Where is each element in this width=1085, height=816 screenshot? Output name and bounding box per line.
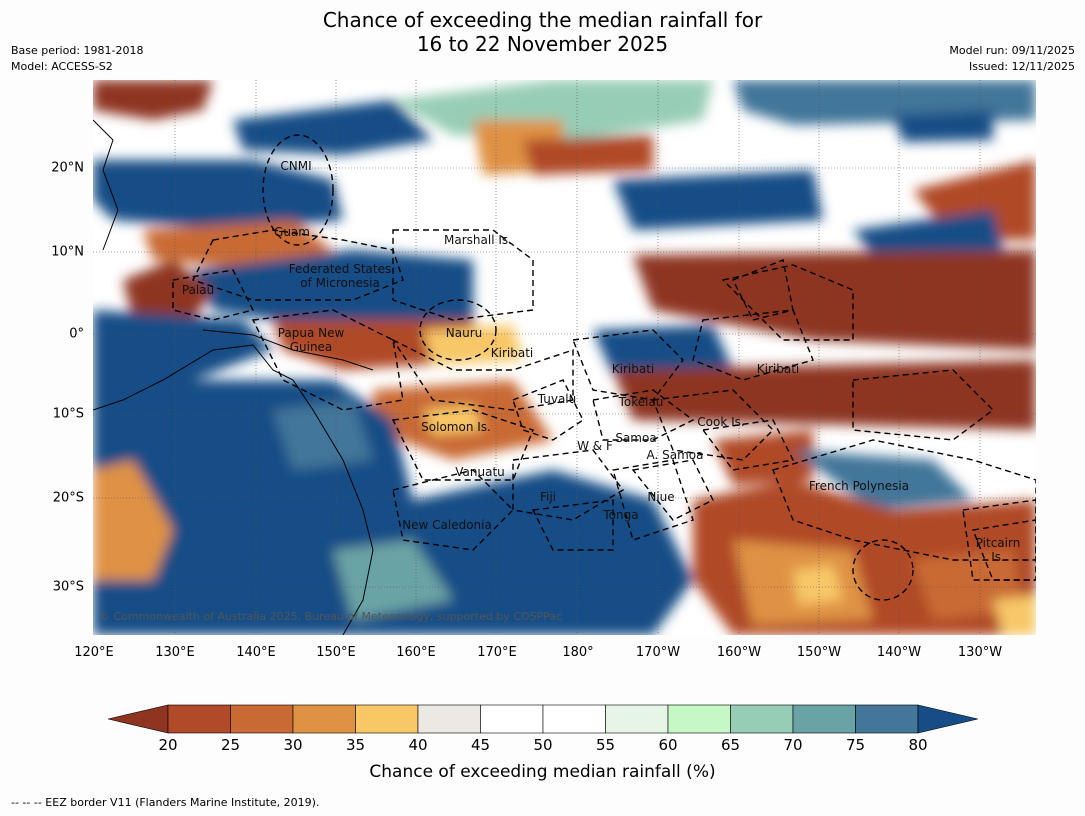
colorbar-segment (855, 704, 919, 734)
region-label: A. Samoa (646, 448, 704, 462)
colorbar-tick-label: 30 (283, 736, 303, 754)
map-title-line1: Chance of exceeding the median rainfall … (322, 8, 763, 32)
colorbar-extend-low (108, 704, 169, 734)
region-label: Kiribati (756, 362, 800, 376)
lon-label: 130°W (957, 645, 1003, 660)
model-name: Model: ACCESS-S2 (11, 60, 113, 73)
region-label: New Caledonia (402, 518, 492, 532)
region-label: Pitcairn Is. (975, 536, 1021, 564)
lat-label: 0° (69, 326, 84, 342)
lon-label: 150°E (316, 645, 356, 660)
colorbar-tick-label: 80 (908, 736, 928, 754)
lon-label: 180° (562, 645, 594, 660)
region-label: Federated States of Micronesia (288, 262, 392, 290)
region-label: Kiribati (490, 346, 534, 360)
region-label: Tokelau (618, 395, 664, 409)
lon-label: 170°W (635, 645, 681, 660)
lat-label: 20°N (51, 160, 84, 176)
colorbar (108, 704, 978, 734)
colorbar-segment (417, 704, 481, 734)
region-label: Tonga (603, 508, 639, 522)
lon-label: 130°E (155, 645, 195, 660)
colorbar-segment (167, 704, 231, 734)
lat-label: 30°S (52, 579, 84, 595)
colorbar-tick-label: 45 (470, 736, 491, 754)
region-label: W & F (577, 439, 613, 453)
region-label: Nauru (445, 326, 483, 340)
copyright-text: © Commonwealth of Australia 2025, Bureau… (99, 610, 563, 623)
lon-label: 120°E (74, 645, 114, 660)
eez-footnote: -- -- -- EEZ border V11 (Flanders Marine… (11, 796, 320, 809)
colorbar-segment (355, 704, 419, 734)
rainfall-map: © Commonwealth of Australia 2025, Bureau… (93, 80, 1036, 635)
region-label: Kiribati (611, 362, 655, 376)
map-title-line2: 16 to 22 November 2025 (416, 32, 669, 56)
colorbar-tick-label: 40 (408, 736, 428, 754)
colorbar-segment (542, 704, 606, 734)
colorbar-tick-label: 50 (533, 736, 553, 754)
colorbar-tick-label: 75 (845, 736, 866, 754)
colorbar-tick-label: 25 (220, 736, 241, 754)
lon-label: 170°E (477, 645, 517, 660)
lon-label: 150°W (796, 645, 842, 660)
colorbar-extend-high (917, 704, 978, 734)
region-label: Guam (274, 225, 310, 239)
rainfall-field (93, 80, 1036, 635)
region-label: Niue (647, 490, 675, 504)
colorbar-title: Chance of exceeding median rainfall (%) (369, 762, 716, 782)
colorbar-tick-label: 35 (345, 736, 366, 754)
colorbar-segment (792, 704, 856, 734)
base-period: Base period: 1981-2018 (11, 44, 144, 57)
region-label: Tuvalu (537, 392, 577, 406)
colorbar-segment (667, 704, 731, 734)
region-label: Papua New Guinea (277, 326, 345, 354)
region-label: Vanuatu (455, 465, 505, 479)
lat-label: 10°N (51, 244, 84, 260)
region-label: Palau (181, 283, 215, 297)
colorbar-tick-label: 20 (158, 736, 178, 754)
colorbar-segment (730, 704, 794, 734)
lon-label: 140°E (236, 645, 276, 660)
region-label: Marshall Is. (444, 233, 512, 247)
colorbar-tick-label: 65 (720, 736, 741, 754)
region-label: Samoa (615, 431, 657, 445)
colorbar-segment (230, 704, 294, 734)
colorbar-tick-label: 55 (595, 736, 616, 754)
colorbar-segment (480, 704, 544, 734)
colorbar-tick-label: 60 (658, 736, 678, 754)
region-label: Cook Is. (697, 415, 745, 429)
region-label: French Polynesia (808, 479, 910, 493)
region-label: CNMI (280, 159, 312, 173)
lon-label: 140°W (876, 645, 922, 660)
colorbar-tick-label: 70 (783, 736, 803, 754)
region-label: Fiji (539, 490, 557, 504)
lat-label: 10°S (52, 406, 84, 422)
model-run: Model run: 09/11/2025 (949, 44, 1075, 57)
colorbar-segment (292, 704, 356, 734)
lon-label: 160°E (396, 645, 436, 660)
issued-date: Issued: 12/11/2025 (968, 60, 1075, 73)
lat-label: 20°S (52, 490, 84, 506)
colorbar-segment (605, 704, 669, 734)
region-label: Solomon Is. (421, 420, 491, 434)
lon-label: 160°W (716, 645, 762, 660)
